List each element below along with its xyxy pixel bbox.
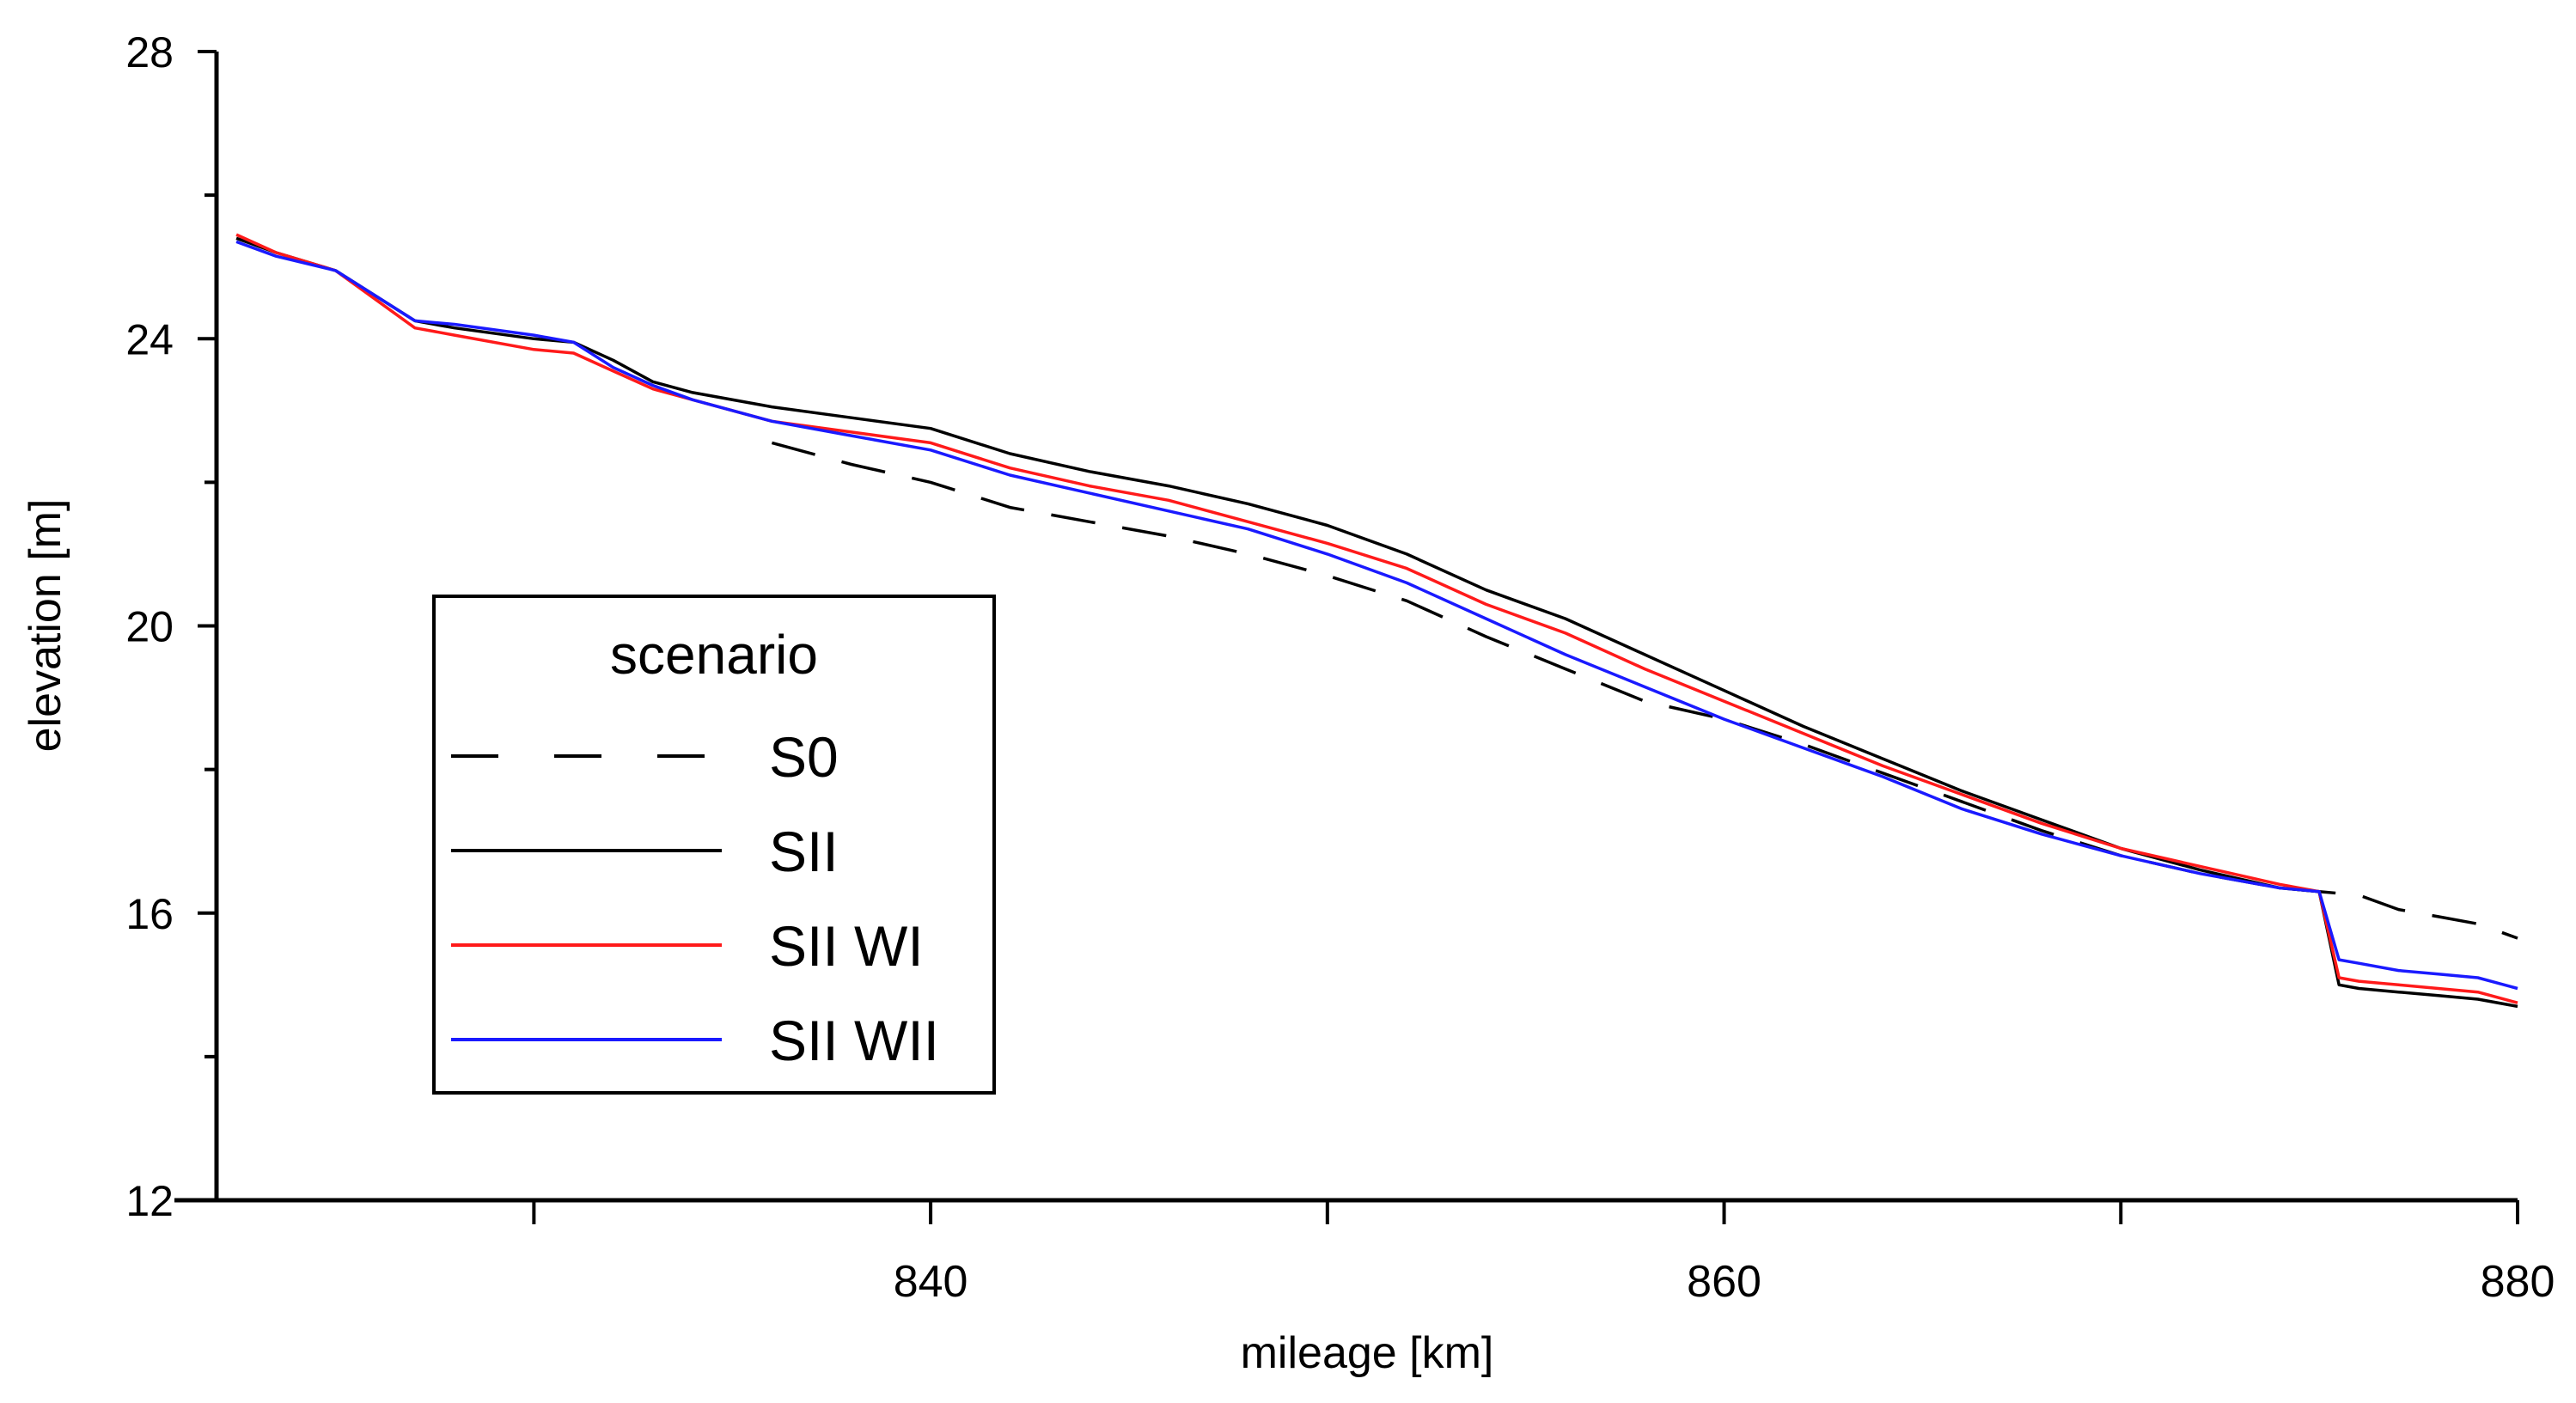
legend-label-sii-wi: SII WI (769, 914, 924, 978)
x-tick-label: 840 (894, 1257, 968, 1307)
legend-label-sii-wii: SII WII (769, 1009, 939, 1072)
legend: scenario S0 SII SII WI SII WII (432, 595, 996, 1095)
legend-title: scenario (610, 624, 818, 686)
legend-label-s0: S0 (769, 725, 839, 789)
y-tick-label: 24 (125, 315, 174, 363)
legend-box (432, 595, 996, 1095)
y-tick-label: 16 (125, 890, 174, 938)
legend-entries: S0 SII SII WI SII WII (451, 725, 939, 1072)
series-line-s0 (771, 441, 2518, 940)
y-tick-label: 20 (125, 603, 174, 651)
y-axis-label: elevation [m] (21, 499, 70, 753)
x-tick-label: 880 (2481, 1257, 2555, 1307)
axes: 12 16 20 24 28 840 860 880 (125, 28, 2555, 1307)
series-line-sii-wii (235, 240, 2518, 991)
ticks: 12 16 20 24 28 840 860 880 (125, 28, 2555, 1307)
y-tick-label: 12 (125, 1177, 174, 1225)
x-tick-label: 860 (1687, 1257, 1761, 1307)
legend-label-sii: SII (769, 820, 839, 883)
x-axis-label: mileage [km] (1241, 1328, 1494, 1378)
y-tick-label: 28 (125, 28, 174, 76)
plot-area (235, 233, 2518, 1009)
